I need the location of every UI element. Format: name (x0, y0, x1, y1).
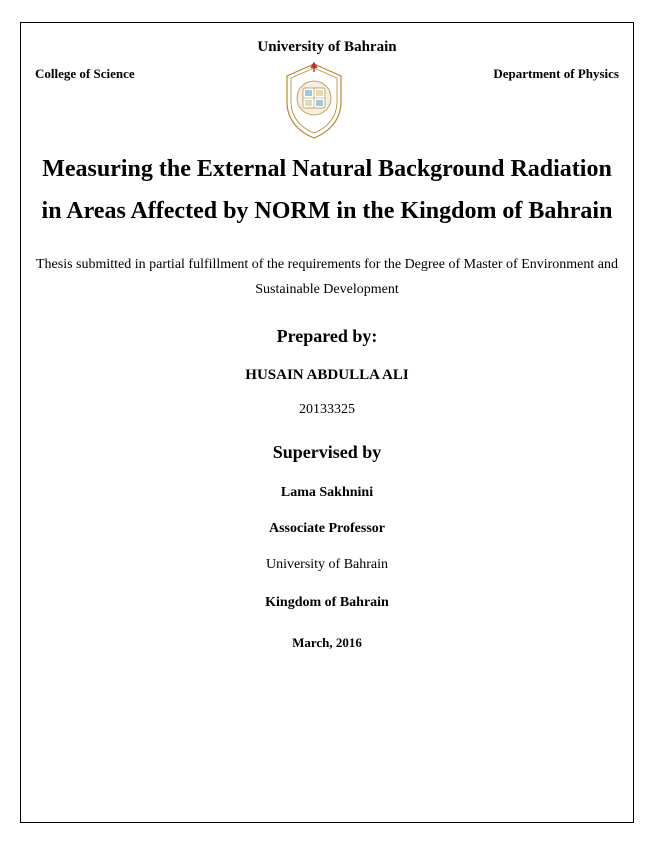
prepared-by-label: Prepared by: (35, 326, 619, 347)
page: University of Bahrain College of Science (0, 0, 654, 845)
date: March, 2016 (35, 635, 619, 651)
university-seal-icon (279, 62, 349, 140)
seal-container (135, 62, 494, 140)
supervisor-affiliation: University of Bahrain (35, 557, 619, 573)
department-label: Department of Physics (493, 66, 619, 82)
header-row: College of Science Department (35, 66, 619, 140)
university-name: University of Bahrain (35, 39, 619, 56)
supervisor-title: Associate Professor (35, 521, 619, 537)
location: Kingdom of Bahrain (35, 595, 619, 611)
thesis-subtitle: Thesis submitted in partial fulfillment … (35, 252, 619, 302)
college-label: College of Science (35, 66, 135, 82)
thesis-title: Measuring the External Natural Backgroun… (35, 148, 619, 232)
author-name: HUSAIN ABDULLA ALI (35, 367, 619, 384)
student-id: 20133325 (35, 402, 619, 418)
supervised-by-label: Supervised by (35, 442, 619, 463)
document-frame: University of Bahrain College of Science (20, 22, 634, 823)
supervisor-name: Lama Sakhnini (35, 485, 619, 501)
